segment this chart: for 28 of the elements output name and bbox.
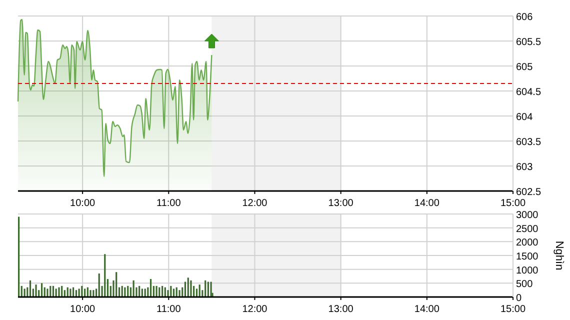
y-tick-label: 605 <box>516 62 534 73</box>
y-tick-label: 1000 <box>516 265 539 276</box>
x-tick-label: 14:00 <box>414 304 440 315</box>
y-tick-label: 603.5 <box>516 137 542 148</box>
y-tick-label: 2000 <box>516 238 539 249</box>
x-tick-label: 13:00 <box>328 198 354 209</box>
y-tick-label: 500 <box>516 279 534 290</box>
x-tick-label: 12:00 <box>242 198 268 209</box>
y-tick-label: 2500 <box>516 224 539 235</box>
y-tick-label: 605.5 <box>516 37 542 48</box>
y-tick-label: 602.5 <box>516 187 542 198</box>
y-tick-label: 604 <box>516 112 534 123</box>
x-tick-label: 10:00 <box>70 198 96 209</box>
y-tick-label: 603 <box>516 162 534 173</box>
x-tick-label: 13:00 <box>328 304 354 315</box>
x-tick-label: 12:00 <box>242 304 268 315</box>
x-tick-label: 11:00 <box>156 304 182 315</box>
y-tick-label: 604.5 <box>516 87 542 98</box>
y-tick-label: 1500 <box>516 252 539 262</box>
x-tick-label: 14:00 <box>414 198 440 209</box>
x-tick-label: 15:00 <box>500 198 526 209</box>
y-tick-label: 3000 <box>516 210 539 221</box>
y-tick-label: 606 <box>516 12 534 23</box>
x-tick-label: 15:00 <box>500 304 526 315</box>
x-tick-label: 10:00 <box>70 304 96 315</box>
y-tick-label: 0 <box>516 293 522 304</box>
y-axis-title: Nghìn <box>553 240 565 270</box>
x-tick-label: 11:00 <box>156 198 182 209</box>
